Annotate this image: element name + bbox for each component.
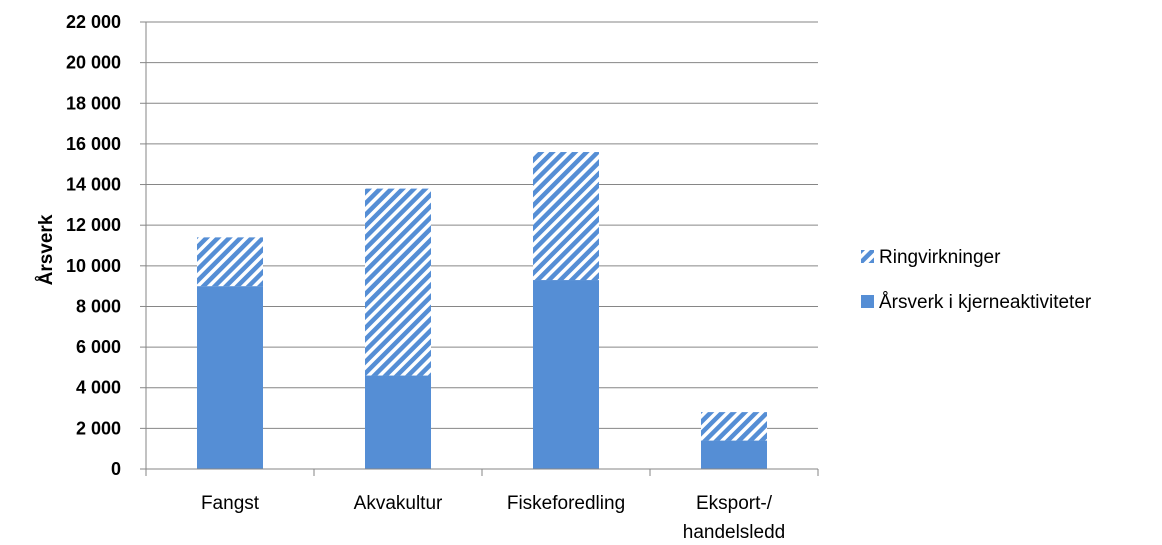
y-tick-label: 14 000	[66, 175, 121, 195]
x-tick-labels: Fangst Akvakultur Fiskeforedling Eksport-/h…	[201, 493, 785, 543]
legend-swatch-ringvirkninger	[861, 250, 874, 263]
y-tick-label: 20 000	[66, 53, 121, 73]
bar-ringvirkninger-2	[533, 152, 599, 281]
legend-label-ringvirkninger: Ringvirkninger	[879, 247, 1001, 268]
x-tick-label: Akvakultur	[354, 493, 443, 514]
axes	[140, 21, 819, 476]
y-tick-label: 10 000	[66, 256, 121, 276]
x-tick-label: Eksport-/handelsledd	[683, 493, 785, 543]
bar-kjerneaktiviteter-1	[365, 375, 431, 469]
y-tick-label: 16 000	[66, 134, 121, 154]
y-tick-labels: 0 2 000 4 000 6 000 8 000 10 000 12 000 14 000 1…	[66, 12, 121, 479]
y-tick-label: 0	[111, 459, 121, 479]
legend-label-kjerneaktiviteter: Årsverk i kjerneaktiviteter	[879, 292, 1092, 313]
bar-kjerneaktiviteter-3	[701, 440, 767, 469]
bar-kjerneaktiviteter-0	[197, 286, 263, 469]
legend-swatch-kjerneaktiviteter	[861, 295, 874, 308]
x-tick-label: Fangst	[201, 493, 260, 514]
x-tick-label: Fiskeforedling	[507, 493, 625, 514]
y-tick-label: 12 000	[66, 215, 121, 235]
y-tick-label: 6 000	[76, 337, 121, 357]
bar-ringvirkninger-3	[701, 412, 767, 441]
y-tick-label: 8 000	[76, 296, 121, 316]
y-tick-label: 4 000	[76, 378, 121, 398]
y-tick-label: 2 000	[76, 418, 121, 438]
y-tick-label: 18 000	[66, 93, 121, 113]
bar-kjerneaktiviteter-2	[533, 280, 599, 469]
bar-ringvirkninger-1	[365, 188, 431, 376]
y-axis-title: Årsverk	[36, 214, 57, 285]
bars	[197, 152, 767, 469]
y-tick-label: 22 000	[66, 12, 121, 32]
bar-ringvirkninger-0	[197, 237, 263, 287]
legend: Ringvirkninger Årsverk i kjerneaktivitet…	[861, 247, 1092, 313]
